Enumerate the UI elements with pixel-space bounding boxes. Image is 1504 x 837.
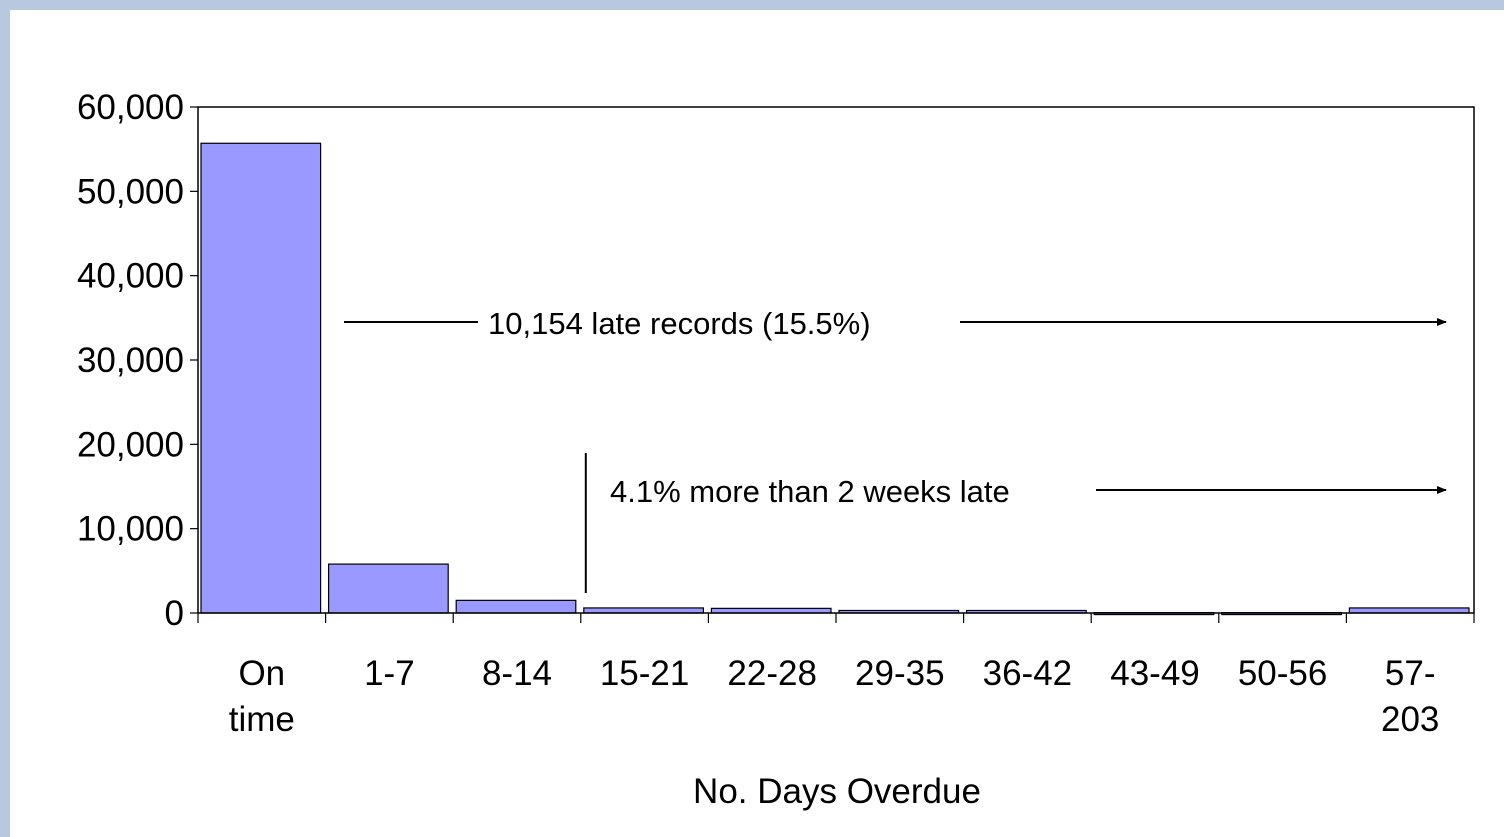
y-tick-label-6: 60,000 xyxy=(77,88,184,127)
x-category-label-8: 50-56 xyxy=(1238,654,1328,693)
x-category-label-2: 8-14 xyxy=(482,654,552,693)
y-tick-label-2: 20,000 xyxy=(77,425,184,464)
y-tick-label-1: 10,000 xyxy=(77,510,184,549)
x-category-label-5: 29-35 xyxy=(855,654,945,693)
x-category-label-4: 22-28 xyxy=(727,654,817,693)
y-tick-label-0: 0 xyxy=(165,594,184,633)
bar-2 xyxy=(455,599,577,614)
x-axis-title: No. Days Overdue xyxy=(693,772,981,811)
plot-area xyxy=(197,106,1475,614)
x-category-label-1: 1-7 xyxy=(364,654,415,693)
x-category-label-7: 43-49 xyxy=(1110,654,1200,693)
y-tick-label-5: 50,000 xyxy=(77,172,184,211)
y-tick-label-3: 30,000 xyxy=(77,341,184,380)
y-tick-label-4: 40,000 xyxy=(77,257,184,296)
x-category-label-3: 15-21 xyxy=(600,654,690,693)
chart-frame: 0 10,000 20,000 30,000 40,000 50,000 60,000 On… xyxy=(10,10,1504,837)
bar-9 xyxy=(1348,607,1470,614)
bar-3 xyxy=(583,607,704,614)
annotation-late-records: 10,154 late records (15.5%) xyxy=(488,306,871,341)
bar-0 xyxy=(200,142,322,614)
x-category-label-0: On time xyxy=(229,654,295,739)
x-category-label-9: 57-203 xyxy=(1381,654,1439,739)
annotation-two-weeks-late: 4.1% more than 2 weeks late xyxy=(610,474,1010,509)
x-category-label-6: 36-42 xyxy=(983,654,1073,693)
bar-1 xyxy=(328,563,449,614)
overdue-bar-chart: 0 10,000 20,000 30,000 40,000 50,000 60,000 On… xyxy=(77,88,1475,811)
